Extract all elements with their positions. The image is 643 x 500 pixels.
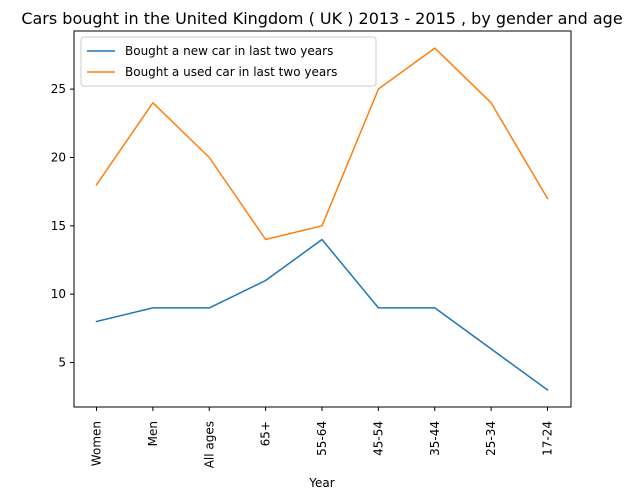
series-lines (95, 47, 549, 391)
y-axis: 5 10 15 20 25 (51, 82, 74, 370)
x-tick-label: 45-54 (371, 421, 385, 456)
x-tick-label: 55-64 (315, 421, 329, 456)
x-tick-label: Men (146, 421, 160, 446)
y-tick-label: 5 (58, 356, 66, 370)
legend-label: Bought a new car in last two years (125, 44, 333, 58)
chart-title: Cars bought in the United Kingdom ( UK )… (21, 9, 622, 28)
series-line-1 (95, 238, 549, 391)
legend-box (80, 36, 377, 87)
y-tick-label: 20 (51, 150, 66, 164)
x-tick-label: 17-24 (541, 421, 555, 456)
legend-label: Bought a used car in last two years (125, 65, 337, 79)
x-axis-label: Year (308, 476, 334, 490)
series-line-2 (95, 47, 549, 241)
x-tick-label: All ages (202, 421, 216, 468)
x-tick-label: 25-34 (484, 421, 498, 456)
x-axis: Women Men All ages 65+ 55-64 45-54 35-44 25-34 1… (90, 407, 555, 468)
plot-area (73, 30, 572, 408)
y-tick-label: 10 (51, 287, 66, 301)
x-tick-label: 65+ (259, 421, 273, 446)
x-tick-label: 35-44 (428, 421, 442, 456)
y-tick-label: 15 (51, 219, 66, 233)
y-tick-label: 25 (51, 82, 66, 96)
x-tick-label: Women (90, 421, 104, 466)
legend: Bought a new car in last two years Bought… (80, 36, 377, 87)
